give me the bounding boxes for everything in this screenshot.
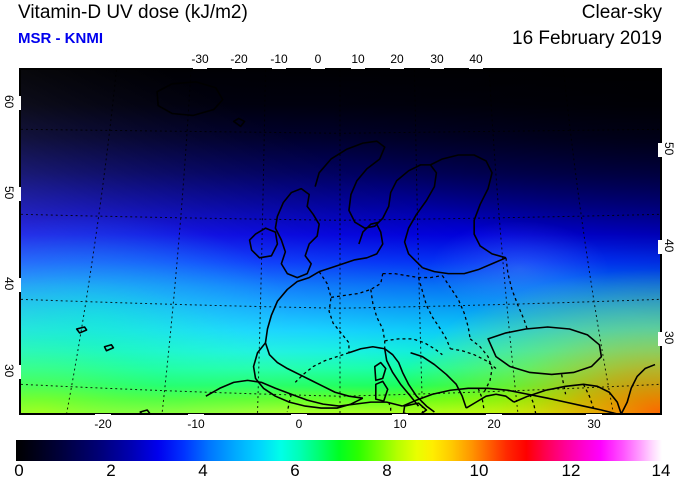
axis-gap-bottom [486,414,502,417]
axis-tick-left: 40 [2,277,16,291]
axis-gap-left [17,278,21,292]
axis-tick-top: 40 [469,52,483,66]
axis-tick-top: 0 [314,52,322,66]
colorbar-tick: 8 [382,461,392,480]
colorbar-tick: 2 [106,461,116,480]
axis-gap-bottom [392,414,408,417]
axis-gap-bottom [586,414,602,417]
colorbar-tick: 12 [561,461,581,480]
axis-gap-top [351,66,365,69]
axis-gap-top [272,66,286,69]
axis-gap-left [17,187,21,201]
axis-tick-right: 50 [662,142,676,156]
colorbar-tick: 6 [290,461,300,480]
colorbar-tick: 0 [14,461,24,480]
coastlines [75,81,656,413]
sky-condition-label: Clear-sky [581,2,662,23]
colorbar [16,440,662,461]
axis-tick-bottom: 30 [587,417,601,431]
axis-gap-left [17,96,21,110]
axis-tick-left: 60 [2,95,16,109]
axis-gap-right [658,332,662,346]
page-title: Vitamin-D UV dose (kJ/m2) [18,2,248,23]
axis-tick-left: 30 [2,364,16,378]
axis-gap-top [390,66,404,69]
axis-gap-left [17,365,21,379]
axis-gap-top [193,66,207,69]
axis-gap-bottom [188,414,204,417]
axis-tick-right: 30 [662,331,676,345]
axis-gap-right [658,143,662,157]
axis-tick-bottom: -10 [187,417,205,431]
axis-tick-top: -20 [230,52,248,66]
axis-tick-top: -30 [191,52,209,66]
axis-tick-top: 20 [390,52,404,66]
axis-tick-bottom: 0 [295,417,303,431]
colorbar-tick: 14 [651,461,671,480]
axis-tick-bottom: -20 [94,417,112,431]
axis-tick-top: 10 [351,52,365,66]
axis-tick-top: 30 [430,52,444,66]
colorbar-tick: 4 [198,461,208,480]
uv-dose-heatmap [21,70,660,413]
date-label: 16 February 2019 [512,28,662,49]
axis-gap-bottom [95,414,111,417]
country-borders [286,257,595,413]
source-label: MSR - KNMI [18,30,103,47]
colorbar-tick: 10 [469,461,489,480]
axis-tick-left: 50 [2,186,16,200]
axis-tick-top: -10 [270,52,288,66]
axis-gap-top [469,66,483,69]
axis-gap-bottom [291,414,307,417]
axis-gap-right [658,240,662,254]
axis-tick-right: 40 [662,239,676,253]
axis-gap-top [430,66,444,69]
axis-tick-bottom: 10 [393,417,407,431]
axis-gap-top [232,66,246,69]
map-plot-area [19,68,662,415]
axis-tick-bottom: 20 [487,417,501,431]
colorbar-gradient [16,440,662,461]
axis-gap-top [311,66,325,69]
